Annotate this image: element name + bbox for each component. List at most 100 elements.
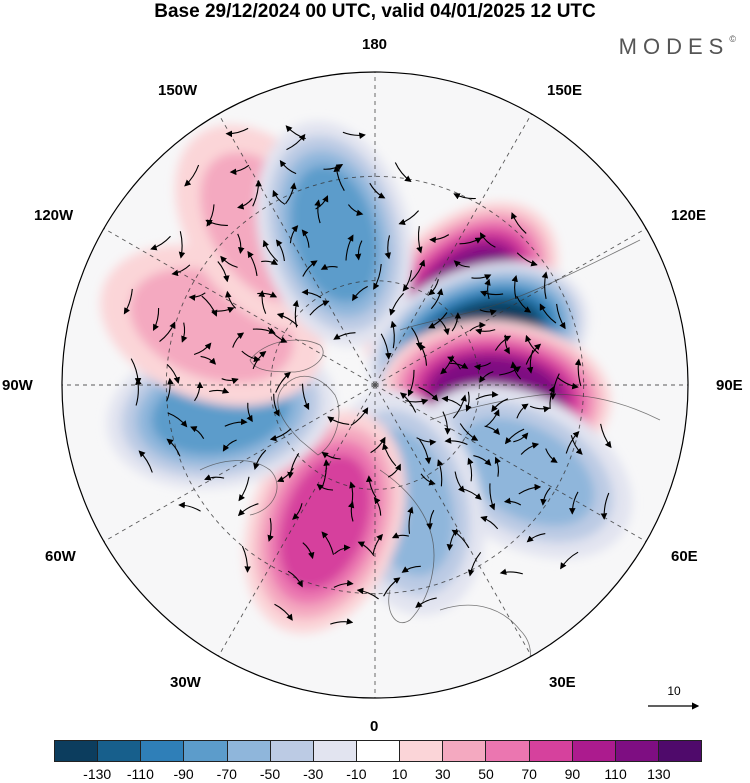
colorbar-swatch [529, 741, 573, 761]
wind-arrow [333, 332, 356, 340]
colorbar-tick-label: -70 [216, 766, 237, 782]
wind-arrow [387, 463, 401, 478]
wind-arrow [529, 405, 551, 413]
wind-arrow [503, 497, 522, 506]
wind-arrow [473, 362, 492, 371]
colorbar-swatch [227, 741, 271, 761]
wind-arrow [405, 398, 429, 405]
wind-arrow [394, 162, 412, 183]
wind-arrow [448, 362, 469, 369]
wind-arrow [480, 290, 504, 297]
wind-arrow [272, 189, 286, 205]
wind-arrow [224, 290, 236, 309]
wind-arrow [570, 435, 583, 455]
wind-arrow [252, 179, 262, 207]
colorbar-swatch [55, 741, 99, 761]
wind-arrow [525, 334, 539, 354]
lon-label-0: 0 [370, 718, 379, 735]
colorbar-tick-label: 30 [435, 766, 451, 782]
colorbar-swatch [572, 741, 616, 761]
wind-arrow [150, 235, 171, 251]
wind-arrow [389, 292, 404, 316]
colorbar-swatch [184, 741, 228, 761]
wind-arrow [279, 160, 297, 175]
wind-arrow [539, 303, 557, 324]
wind-arrow [428, 279, 439, 296]
wind-arrow [301, 288, 322, 299]
wind-arrow [459, 237, 482, 245]
wind-arrow [513, 432, 529, 443]
colorbar-tick-label: -110 [126, 766, 154, 782]
wind-arrow [152, 307, 160, 331]
wind-arrow [287, 452, 300, 479]
map-boundary [61, 71, 689, 699]
wind-arrow [516, 403, 529, 419]
wind-arrow [410, 259, 426, 282]
wind-arrow [471, 274, 492, 281]
wind-arrow [167, 412, 188, 428]
wind-arrow [369, 182, 386, 199]
colorbar-swatch [141, 741, 185, 761]
wind-arrow [229, 164, 250, 176]
wind-arrow [178, 501, 201, 512]
wind-arrow [276, 312, 299, 327]
wind-arrow [206, 204, 215, 227]
wind-arrow [247, 250, 258, 276]
page-title: Base 29/12/2024 00 UTC, valid 04/01/2025… [154, 1, 596, 22]
brand-name: MODES [618, 34, 730, 59]
wind-arrow [499, 568, 523, 576]
wind-arrow [416, 226, 423, 254]
wind-arrow [301, 383, 310, 410]
lon-label-150e: 150E [547, 82, 583, 99]
wind-arrow [451, 529, 470, 549]
wind-arrow [446, 528, 458, 551]
wind-arrow [510, 212, 527, 234]
wind-arrow [188, 292, 206, 301]
colorbar-swatch [270, 741, 314, 761]
colorbar-swatch [313, 741, 357, 761]
wind-arrow [138, 450, 153, 473]
wind-arrow [569, 491, 579, 515]
wind-arrow [401, 565, 421, 573]
colorbar-tick-label: 130 [647, 766, 671, 782]
wind-arrow [526, 349, 534, 374]
reference-vector: 10 [646, 684, 702, 720]
wind-arrow [383, 577, 401, 597]
colorbar-tick-label: -10 [346, 766, 367, 782]
colorbar-tick-label: 50 [478, 766, 494, 782]
wind-arrow [419, 343, 428, 366]
wind-arrow [321, 451, 341, 460]
anomaly-contour [290, 165, 379, 303]
wind-arrow [437, 459, 444, 487]
wind-arrow [287, 570, 303, 588]
wind-arrow [574, 358, 582, 387]
wind-arrow [391, 532, 410, 539]
wind-arrow [560, 551, 579, 570]
lon-label-60e: 60E [671, 548, 698, 565]
wind-arrow [440, 355, 454, 375]
wind-arrow [545, 448, 558, 463]
wind-arrow [246, 402, 253, 423]
wind-arrow [518, 483, 542, 495]
colorbar-tick-label: 70 [521, 766, 537, 782]
colorbar-tick-label: -30 [303, 766, 324, 782]
wind-arrow [316, 483, 334, 491]
lon-label-90w: 90W [2, 377, 33, 394]
graticule [62, 72, 688, 698]
wind-arrow [292, 503, 303, 520]
colorbar-tick-label: -90 [173, 766, 194, 782]
wind-arrow [467, 551, 482, 577]
wind-arrow [327, 416, 350, 425]
wind-arrow [356, 587, 379, 600]
wind-arrow [217, 261, 230, 283]
colorbar [54, 740, 702, 762]
wind-arrow [352, 285, 368, 302]
wind-arrow [276, 467, 294, 483]
wind-arrow [488, 483, 496, 511]
wind-arrow [275, 371, 291, 393]
wind-arrow [342, 131, 366, 139]
wind-arrow [302, 260, 318, 277]
wind-arrow [520, 442, 540, 455]
wind-arrow [479, 232, 496, 248]
